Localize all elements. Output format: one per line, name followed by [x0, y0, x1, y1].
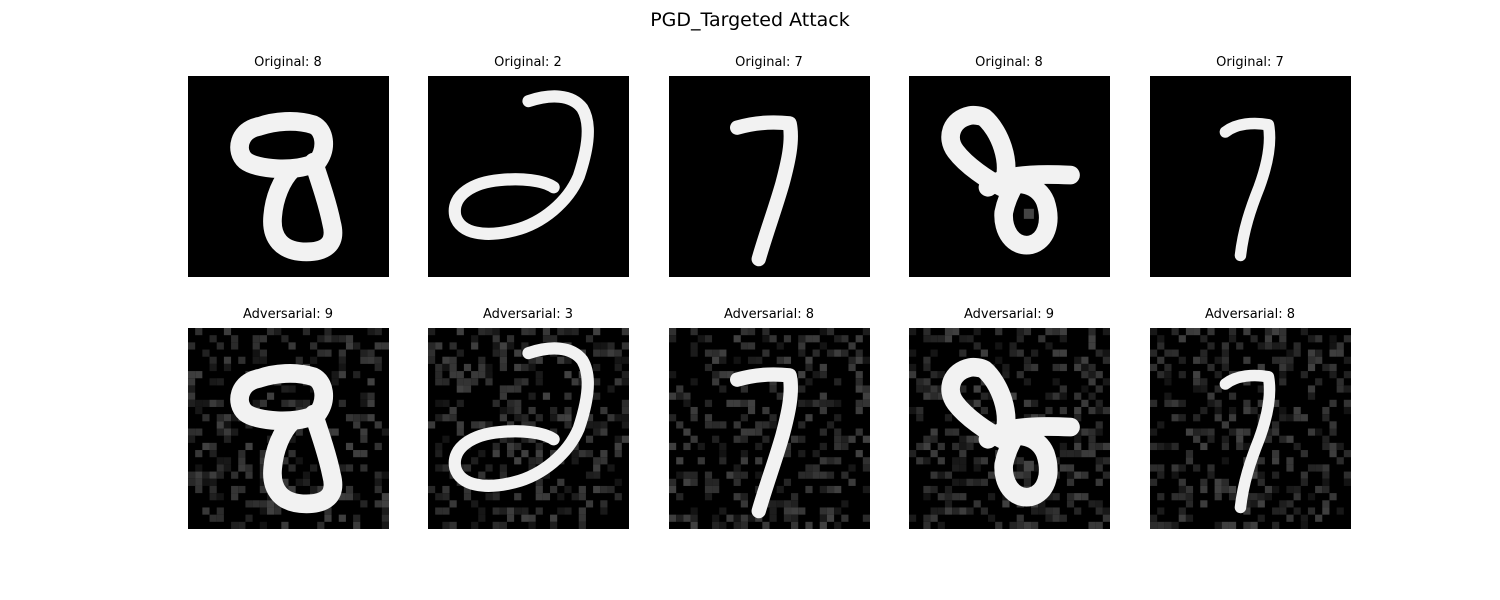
digit-image-original-2 [428, 76, 629, 277]
panel-title-adversarial-4: Adversarial: 9 [889, 307, 1129, 323]
panel-title-original-4: Original: 8 [889, 55, 1129, 71]
panel-title-original-2: Original: 2 [408, 55, 648, 71]
digit-7-image [669, 328, 870, 529]
digit-image-adversarial-1 [188, 328, 389, 529]
figure-title: PGD_Targeted Attack [0, 8, 1500, 32]
panel-title-adversarial-5: Adversarial: 8 [1130, 307, 1370, 323]
digit-2-image [428, 76, 629, 277]
panel-title-original-3: Original: 7 [649, 55, 889, 71]
panel-title-original-5: Original: 7 [1130, 55, 1370, 71]
panel-title-adversarial-2: Adversarial: 3 [408, 307, 648, 323]
digit-image-adversarial-2 [428, 328, 629, 529]
digit-image-original-5 [1150, 76, 1351, 277]
digit-8-image [188, 76, 389, 277]
digit-image-adversarial-5 [1150, 328, 1351, 529]
digit-image-original-3 [669, 76, 870, 277]
digit-8-tilted-image [909, 328, 1110, 529]
digit-image-original-4 [909, 76, 1110, 277]
digit-image-adversarial-4 [909, 328, 1110, 529]
panel-title-adversarial-1: Adversarial: 9 [168, 307, 408, 323]
panel-title-adversarial-3: Adversarial: 8 [649, 307, 889, 323]
digit-7-thin-image [1150, 328, 1351, 529]
digit-image-adversarial-3 [669, 328, 870, 529]
digit-8-tilted-image [909, 76, 1110, 277]
digit-2-image [428, 328, 629, 529]
digit-7-image [669, 76, 870, 277]
panel-title-original-1: Original: 8 [168, 55, 408, 71]
digit-image-original-1 [188, 76, 389, 277]
digit-8-image [188, 328, 389, 529]
digit-7-thin-image [1150, 76, 1351, 277]
